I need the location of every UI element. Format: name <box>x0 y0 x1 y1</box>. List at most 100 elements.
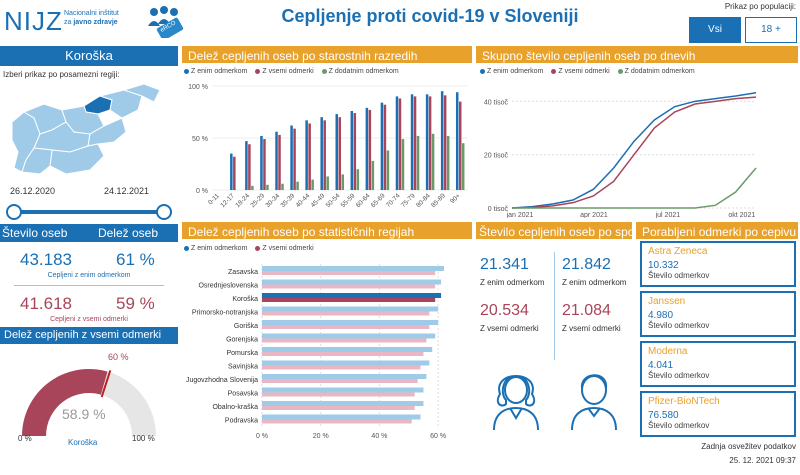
bar[interactable] <box>262 392 415 397</box>
bar <box>308 123 311 190</box>
bar[interactable] <box>262 387 424 393</box>
vaccine-label: Število odmerkov <box>648 371 710 380</box>
first-dose-count: 43.183 <box>20 250 72 269</box>
x-tick-label: 18-24 <box>234 192 251 209</box>
bar <box>296 181 299 190</box>
x-tick-label: 60 % <box>430 433 446 440</box>
date-slider[interactable] <box>6 204 172 220</box>
x-tick-label: jan 2021 <box>506 212 534 218</box>
gauge-min-label: 0 % <box>18 434 32 443</box>
bar[interactable] <box>262 360 430 366</box>
vaccine-count: 4.041 <box>648 360 674 371</box>
gauge-target-label: 60 % <box>108 352 129 362</box>
institute-bold: javno zdravje <box>73 19 118 26</box>
bar <box>461 143 465 190</box>
x-tick-label: 40-44 <box>295 192 312 209</box>
bar <box>311 179 314 190</box>
bar[interactable] <box>262 333 436 339</box>
legend-dot-extra <box>617 68 623 74</box>
vaccine-label: Število odmerkov <box>648 271 710 280</box>
y-tick-label: Pomurska <box>226 350 258 357</box>
bar[interactable] <box>262 379 418 383</box>
bar <box>458 101 462 190</box>
full-dose-label: Cepljeni z vsemi odmerki <box>50 316 128 323</box>
legend-one: Z enim odmerkom <box>191 68 248 75</box>
slider-handle-end[interactable] <box>156 204 172 220</box>
slovenia-map[interactable] <box>4 82 174 180</box>
vaccine-label: Število odmerkov <box>648 321 710 330</box>
bar[interactable] <box>262 271 436 275</box>
x-tick-label: 0 % <box>256 433 268 440</box>
bar <box>416 135 420 190</box>
vaccine-count: 76.580 <box>648 410 679 421</box>
legend-all: Z vsemi odmerki <box>558 68 610 75</box>
y-tick-label: Posavska <box>228 391 258 398</box>
age-chart-legend: Z enim odmerkom Z vsemi odmerki Z dodatn… <box>184 68 405 75</box>
y-tick-label: 40 tisoč <box>484 99 509 106</box>
bar <box>440 91 444 190</box>
daily-chart-legend: Z enim odmerkom Z vsemi odmerki Z dodatn… <box>480 68 701 75</box>
bar <box>251 185 254 190</box>
bar[interactable] <box>262 406 415 410</box>
bar[interactable] <box>262 266 444 271</box>
x-tick-label: 70-74 <box>385 192 402 209</box>
pop-button-adults[interactable]: 18 + <box>745 17 797 43</box>
bar[interactable] <box>262 365 421 370</box>
bar <box>248 144 251 190</box>
bar <box>245 141 248 190</box>
stat-header-count: Število oseb <box>2 226 68 240</box>
population-label: Prikaz po populaciji: <box>724 2 796 11</box>
bar[interactable] <box>262 284 436 289</box>
pop-button-all-label: Vsi <box>708 24 722 35</box>
pop-button-all[interactable]: Vsi <box>689 17 741 43</box>
bar[interactable] <box>262 347 433 352</box>
y-tick-label: Goriška <box>234 323 258 330</box>
bar[interactable] <box>262 419 412 424</box>
bar[interactable] <box>262 338 427 343</box>
map-region-southeast[interactable] <box>49 143 105 175</box>
vaccine-card-astra: Astra Zeneca 10.332 Število odmerkov <box>640 241 796 287</box>
bar[interactable] <box>262 374 427 379</box>
male-one-label: Z enim odmerkom <box>562 278 627 287</box>
bar[interactable] <box>262 298 436 302</box>
y-tick-label: 0 % <box>196 188 208 195</box>
x-tick-label: 12-17 <box>219 192 236 209</box>
slider-track <box>14 210 164 214</box>
bar <box>335 114 338 190</box>
bar <box>305 120 308 190</box>
gauge-target-marker <box>100 370 112 398</box>
slovenia-map-svg <box>11 83 161 175</box>
bar <box>380 102 384 190</box>
bar[interactable] <box>262 293 442 298</box>
bar[interactable] <box>262 306 439 312</box>
legend-all: Z vsemi odmerki <box>262 68 314 75</box>
page-title: Cepljenje proti covid-19 v Sloveniji <box>281 6 579 26</box>
vaccine-count: 10.332 <box>648 260 679 271</box>
x-tick-label: 45-49 <box>310 192 327 209</box>
bar[interactable] <box>262 325 430 329</box>
bar[interactable] <box>262 401 424 406</box>
vaccine-card-moderna: Moderna 4.041 Število odmerkov <box>640 341 796 387</box>
y-tick-label: Podravska <box>225 418 258 425</box>
x-tick-label: 25-29 <box>249 192 266 209</box>
bar[interactable] <box>262 352 424 356</box>
bar <box>320 117 323 190</box>
y-tick-label: Koroška <box>232 296 258 303</box>
map-region-pomurska[interactable] <box>122 83 161 103</box>
female-one-count: 21.341 <box>480 256 529 273</box>
bar[interactable] <box>262 279 442 285</box>
bar[interactable] <box>262 311 430 316</box>
bar[interactable] <box>262 320 439 325</box>
map-region-coastal[interactable] <box>21 147 53 175</box>
institute-line2: za javno zdravje <box>64 19 118 26</box>
nijz-logo: NIJZ Nacionalni inštitut za javno zdravj… <box>4 4 184 41</box>
bar <box>233 156 236 190</box>
bar <box>353 113 357 190</box>
slider-handle-start[interactable] <box>6 204 22 220</box>
bar <box>413 96 417 190</box>
y-tick-label: 100 % <box>188 84 208 91</box>
bar[interactable] <box>262 414 421 420</box>
bar <box>371 160 375 190</box>
bar <box>326 176 329 190</box>
gender-header: Število cepljenih oseb po spolu <box>476 222 632 239</box>
